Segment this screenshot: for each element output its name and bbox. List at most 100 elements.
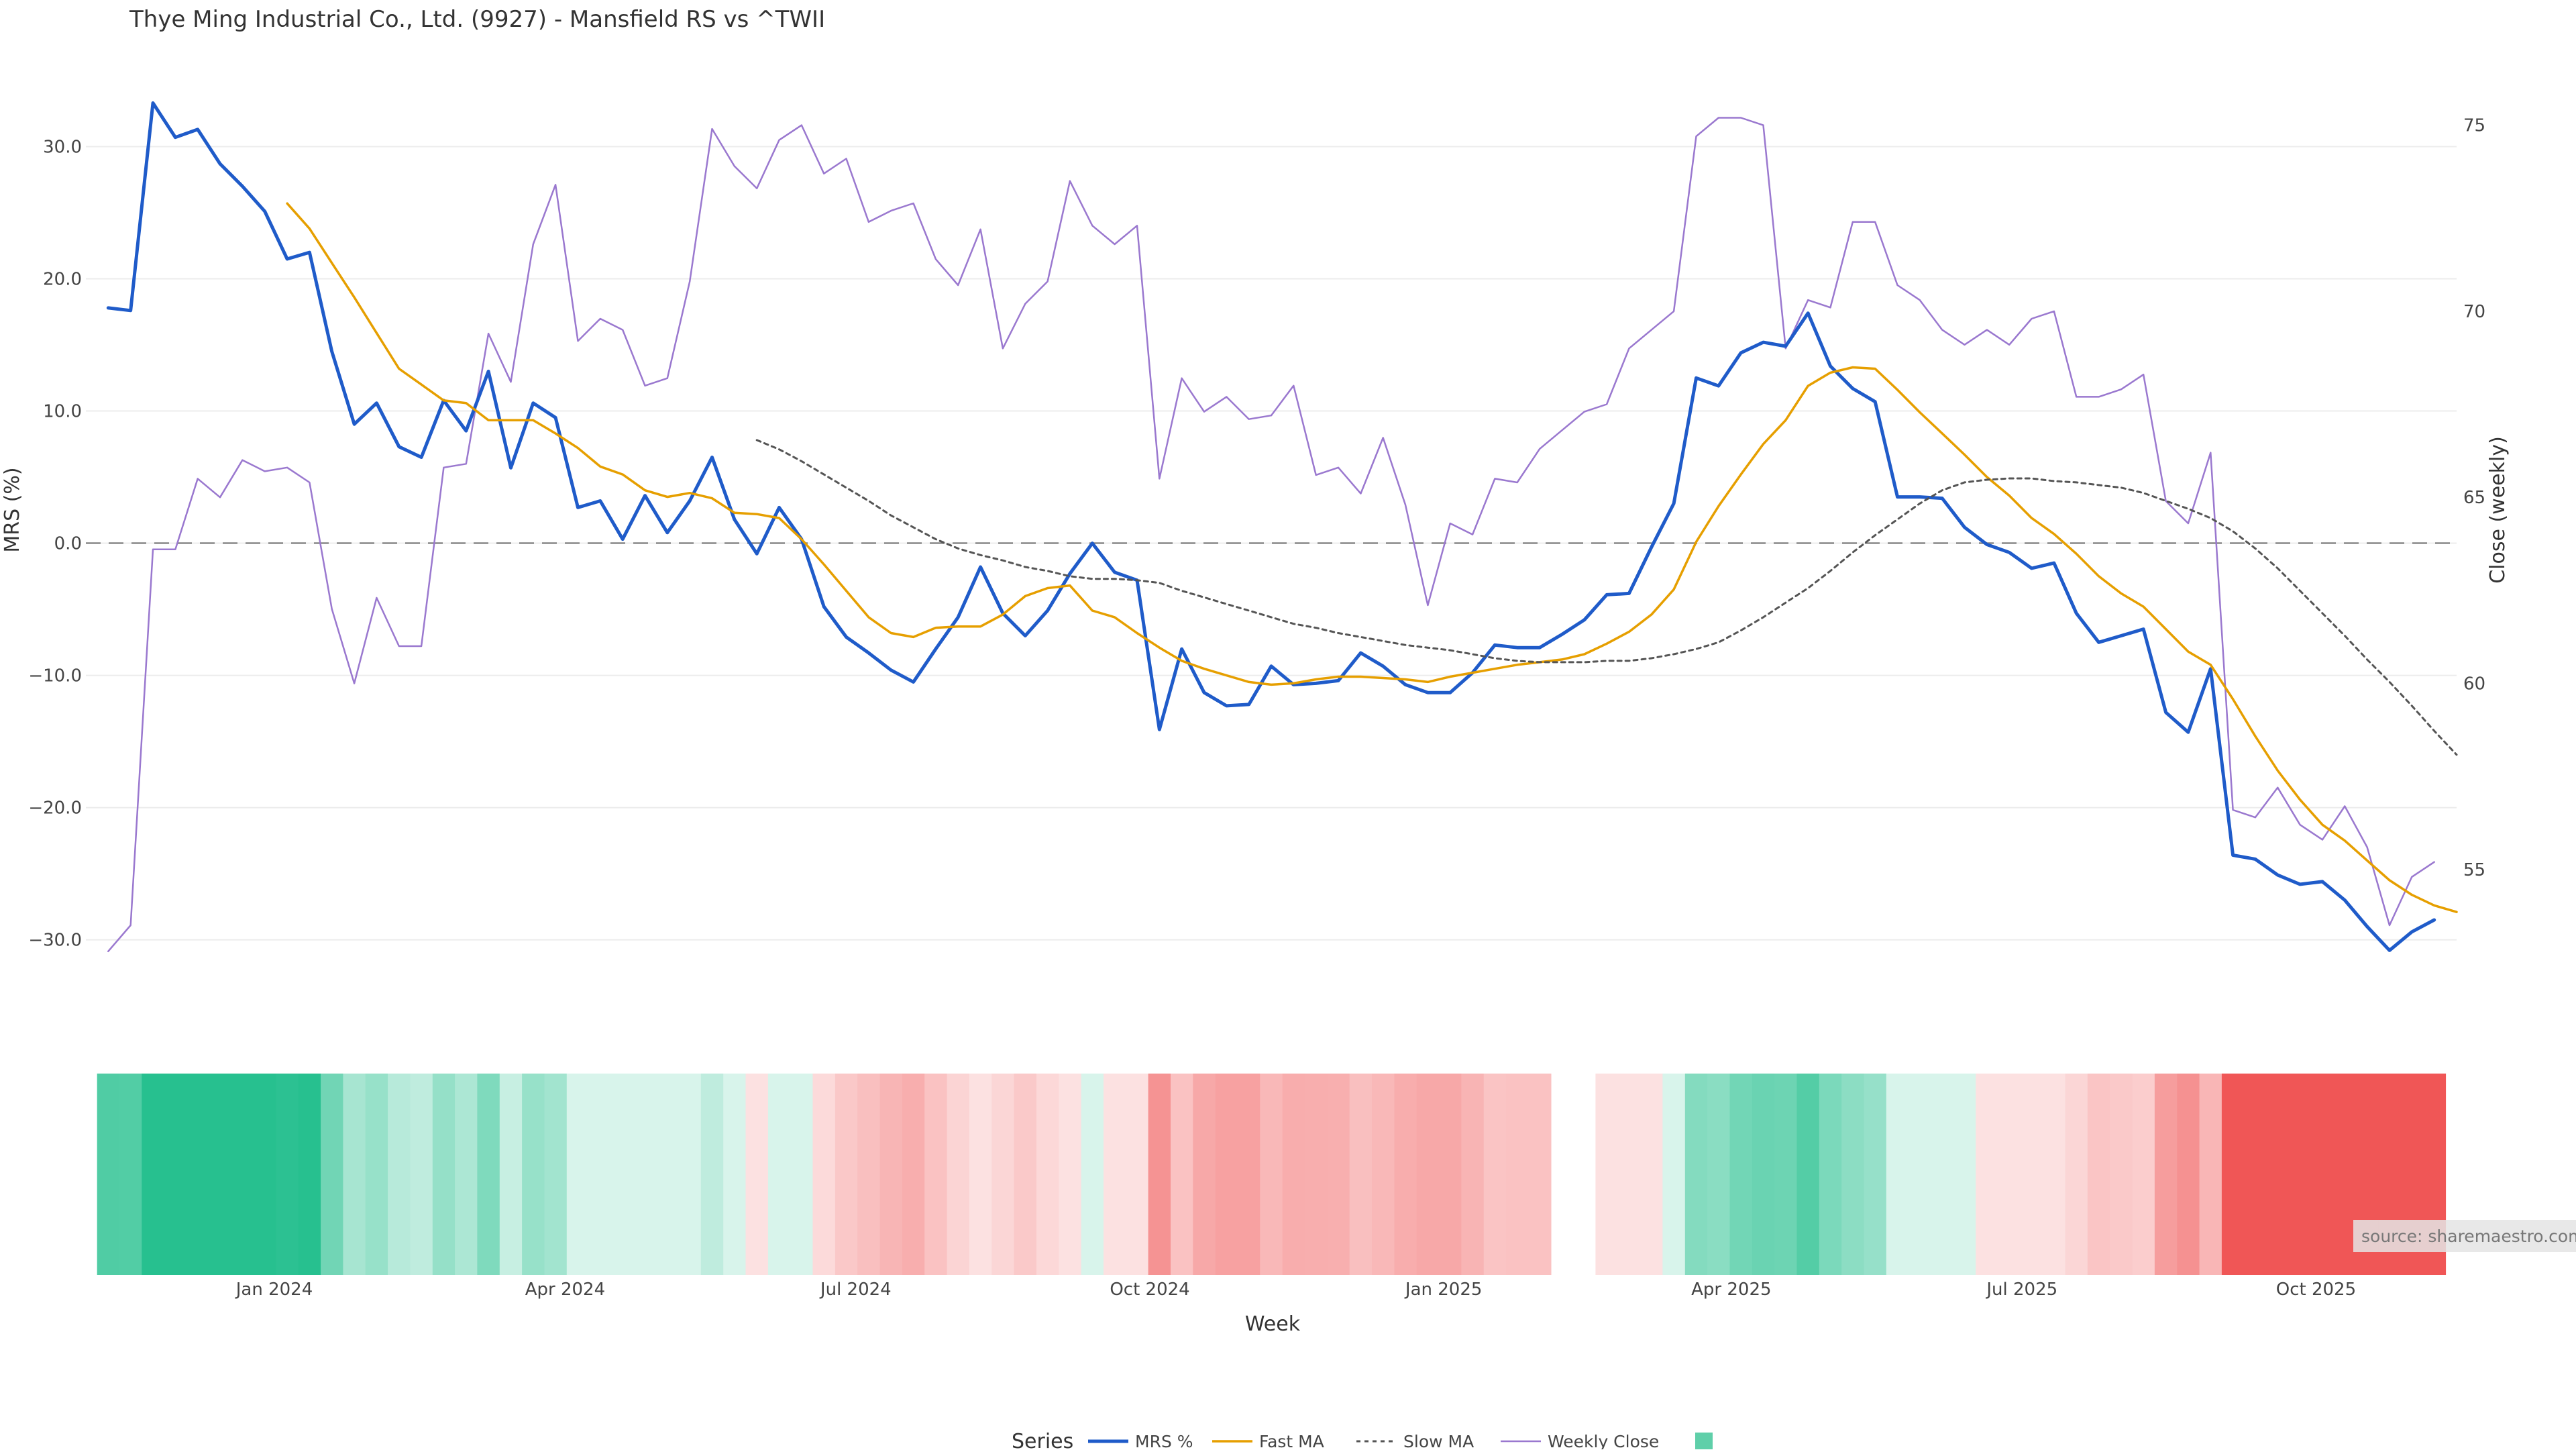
x-tick-label: Jan 2024 <box>235 1280 313 1300</box>
x-tick-label: Apr 2025 <box>1691 1280 1771 1300</box>
strip-cell <box>1796 1074 1820 1275</box>
strip-cell <box>164 1074 187 1275</box>
strip-cell <box>1081 1074 1104 1275</box>
legend-swatch-strip <box>1695 1433 1713 1450</box>
strip-cell <box>321 1074 344 1275</box>
strip-cell <box>2132 1074 2155 1275</box>
strip-cell <box>1148 1074 1171 1275</box>
strip-cell <box>1752 1074 1775 1275</box>
strip-cell <box>1282 1074 1305 1275</box>
strip-cell <box>1998 1074 2021 1275</box>
right-tick-label: 65 <box>2463 488 2485 508</box>
strip-cell <box>924 1074 948 1275</box>
strip-cell <box>1953 1074 1976 1275</box>
strip-cell <box>1662 1074 1686 1275</box>
strip-cell <box>1394 1074 1417 1275</box>
strip-cell <box>2087 1074 2110 1275</box>
strip-cell <box>432 1074 455 1275</box>
strip-cell <box>1238 1074 1261 1275</box>
strip-cell <box>2065 1074 2088 1275</box>
strip-cell <box>2244 1074 2267 1275</box>
strip-cell <box>1215 1074 1238 1275</box>
strip-cell <box>2289 1074 2312 1275</box>
strip-cell <box>1461 1074 1485 1275</box>
right-tick-label: 55 <box>2463 860 2485 880</box>
strip-cell <box>1864 1074 1887 1275</box>
strip-cell <box>857 1074 881 1275</box>
strip-cell <box>499 1074 523 1275</box>
series-line-slow-ma <box>755 439 2458 756</box>
strip-cell <box>365 1074 388 1275</box>
strip-cell <box>1976 1074 1999 1275</box>
series-line-weekly-close <box>107 117 2435 953</box>
strip-cell <box>544 1074 568 1275</box>
x-tick-label: Jan 2025 <box>1404 1280 1483 1300</box>
strip-cell <box>388 1074 411 1275</box>
legend-label: Weekly Close <box>1548 1432 1659 1449</box>
strip-cell <box>2311 1074 2334 1275</box>
source-label: source: sharemaestro.com <box>2361 1227 2576 1246</box>
strip-cell <box>142 1074 165 1275</box>
strip-cell <box>1729 1074 1753 1275</box>
strip-cell <box>119 1074 143 1275</box>
strip-cell <box>1171 1074 1194 1275</box>
strip-cell <box>1260 1074 1283 1275</box>
strip-cell <box>1104 1074 1127 1275</box>
strip-cell <box>1372 1074 1395 1275</box>
strip-cell <box>1014 1074 1037 1275</box>
strip-cell <box>1931 1074 1954 1275</box>
x-tick-label: Jul 2024 <box>819 1280 892 1300</box>
source-label-background <box>2353 1220 2576 1252</box>
strip-cell <box>1617 1074 1641 1275</box>
right-axis-title: Close (weekly) <box>2486 436 2510 584</box>
strip-cell <box>678 1074 702 1275</box>
strip-cell <box>2020 1074 2043 1275</box>
left-tick-label: 20.0 <box>43 270 82 290</box>
strip-cell <box>1841 1074 1865 1275</box>
x-tick-label: Apr 2024 <box>525 1280 605 1300</box>
strip-cell <box>1886 1074 1909 1275</box>
strip-cell <box>723 1074 747 1275</box>
strip-cell <box>2177 1074 2200 1275</box>
strip-cell <box>1059 1074 1082 1275</box>
left-axis-title: MRS (%) <box>1 467 24 552</box>
strip-cell <box>410 1074 433 1275</box>
strip-cell <box>879 1074 903 1275</box>
strip-cell <box>298 1074 321 1275</box>
strip-cell <box>1349 1074 1373 1275</box>
series-lines <box>106 101 2458 953</box>
strip-cell <box>700 1074 724 1275</box>
strip-cell <box>477 1074 500 1275</box>
left-tick-label: −20.0 <box>28 798 82 819</box>
strip-cell <box>1416 1074 1440 1275</box>
strip-cell <box>589 1074 612 1275</box>
strip-cell <box>1483 1074 1507 1275</box>
strip-cell <box>2043 1074 2066 1275</box>
strip-cell <box>1528 1074 1552 1275</box>
regime-strip <box>97 1074 2447 1275</box>
strip-cell <box>633 1074 657 1275</box>
strip-cell <box>902 1074 925 1275</box>
strip-cell <box>2266 1074 2290 1275</box>
strip-cell <box>1506 1074 1529 1275</box>
grid-lines <box>86 146 2457 941</box>
strip-cell <box>767 1074 791 1275</box>
legend-label: Fast MA <box>1259 1432 1324 1449</box>
legend: Series MRS % Fast MA Slow MA Weekly Close <box>1012 1430 1713 1452</box>
x-axis-title: Week <box>1245 1312 1301 1336</box>
left-axis-ticks: 30.0 20.0 10.0 0.0 −10.0 −20.0 −30.0 <box>28 138 82 951</box>
strip-cell <box>835 1074 858 1275</box>
strip-cell <box>186 1074 210 1275</box>
strip-cell <box>2110 1074 2133 1275</box>
left-tick-label: 0.0 <box>54 534 82 554</box>
strip-cell <box>522 1074 545 1275</box>
strip-cell <box>812 1074 836 1275</box>
strip-cell <box>566 1074 590 1275</box>
strip-cell <box>1305 1074 1328 1275</box>
strip-cell <box>254 1074 277 1275</box>
strip-cell <box>231 1074 254 1275</box>
strip-cell <box>1640 1074 1664 1275</box>
strip-cell <box>656 1074 680 1275</box>
strip-cell <box>2221 1074 2245 1275</box>
